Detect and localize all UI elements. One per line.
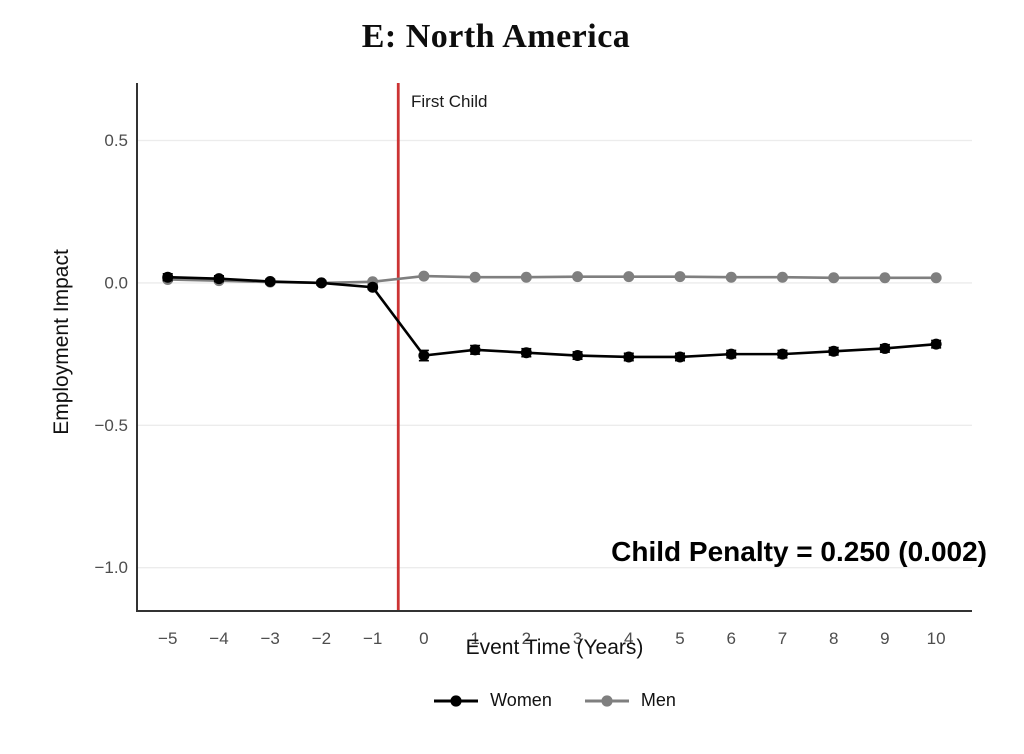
women-data-point [367, 281, 379, 293]
women-data-point [315, 277, 327, 289]
child-penalty-annotation: Child Penalty = 0.250 (0.002) [611, 536, 987, 567]
women-data-point [469, 344, 481, 356]
y-tick-label: 0.0 [104, 273, 128, 292]
men-data-point [469, 271, 481, 283]
women-data-point [930, 338, 942, 350]
women-data-point [213, 273, 225, 285]
x-tick-label: 1 [470, 629, 479, 648]
men-data-point [623, 271, 635, 283]
y-tick-label: 0.5 [104, 131, 128, 150]
x-tick-label: 0 [419, 629, 428, 648]
legend-label-women: Women [490, 690, 552, 710]
women-data-point [264, 275, 276, 287]
x-tick-label: 8 [829, 629, 838, 648]
y-tick-label: −0.5 [94, 416, 128, 435]
x-tick-label: 2 [522, 629, 531, 648]
x-tick-label: −5 [158, 629, 177, 648]
legend: Women Men [137, 690, 972, 711]
x-tick-label: −1 [363, 629, 382, 648]
women-data-point [623, 351, 635, 363]
x-tick-label: 9 [880, 629, 889, 648]
men-data-point [776, 271, 788, 283]
women-data-point [828, 345, 840, 357]
men-line-dot-icon [584, 694, 629, 707]
men-data-point [828, 272, 840, 284]
women-data-point [879, 342, 891, 354]
x-tick-label: 10 [927, 629, 946, 648]
legend-label-men: Men [640, 690, 676, 710]
x-tick-label: 3 [573, 629, 582, 648]
legend-item-women: Women [433, 690, 552, 711]
men-data-point [674, 271, 686, 283]
x-tick-label: 7 [778, 629, 787, 648]
x-tick-label: 6 [726, 629, 735, 648]
men-data-point [418, 270, 430, 282]
men-data-point [520, 271, 532, 283]
men-data-point [930, 272, 942, 284]
women-data-point [776, 348, 788, 360]
women-data-point [674, 351, 686, 363]
women-data-point [725, 348, 737, 360]
chart-title: E: North America [361, 18, 631, 55]
x-axis-label: Event Time (Years) [465, 636, 644, 659]
legend-item-men: Men [584, 690, 676, 711]
women-data-point [572, 350, 584, 362]
x-tick-label: −4 [209, 629, 228, 648]
women-line-dot-icon [434, 694, 479, 707]
women-series-line [167, 275, 937, 359]
women-data-point [418, 350, 430, 362]
men-data-point [572, 271, 584, 283]
x-tick-label: −2 [312, 629, 331, 648]
y-axis-label: Employment Impact [50, 249, 73, 435]
first-child-annotation: First Child [411, 92, 488, 111]
men-data-point [879, 272, 891, 284]
men-data-point [725, 271, 737, 283]
x-tick-label: −3 [260, 629, 279, 648]
women-data-point [162, 271, 174, 283]
y-tick-label: −1.0 [94, 558, 128, 577]
x-tick-label: 4 [624, 629, 633, 648]
x-tick-label: 5 [675, 629, 684, 648]
women-data-point [520, 347, 532, 359]
